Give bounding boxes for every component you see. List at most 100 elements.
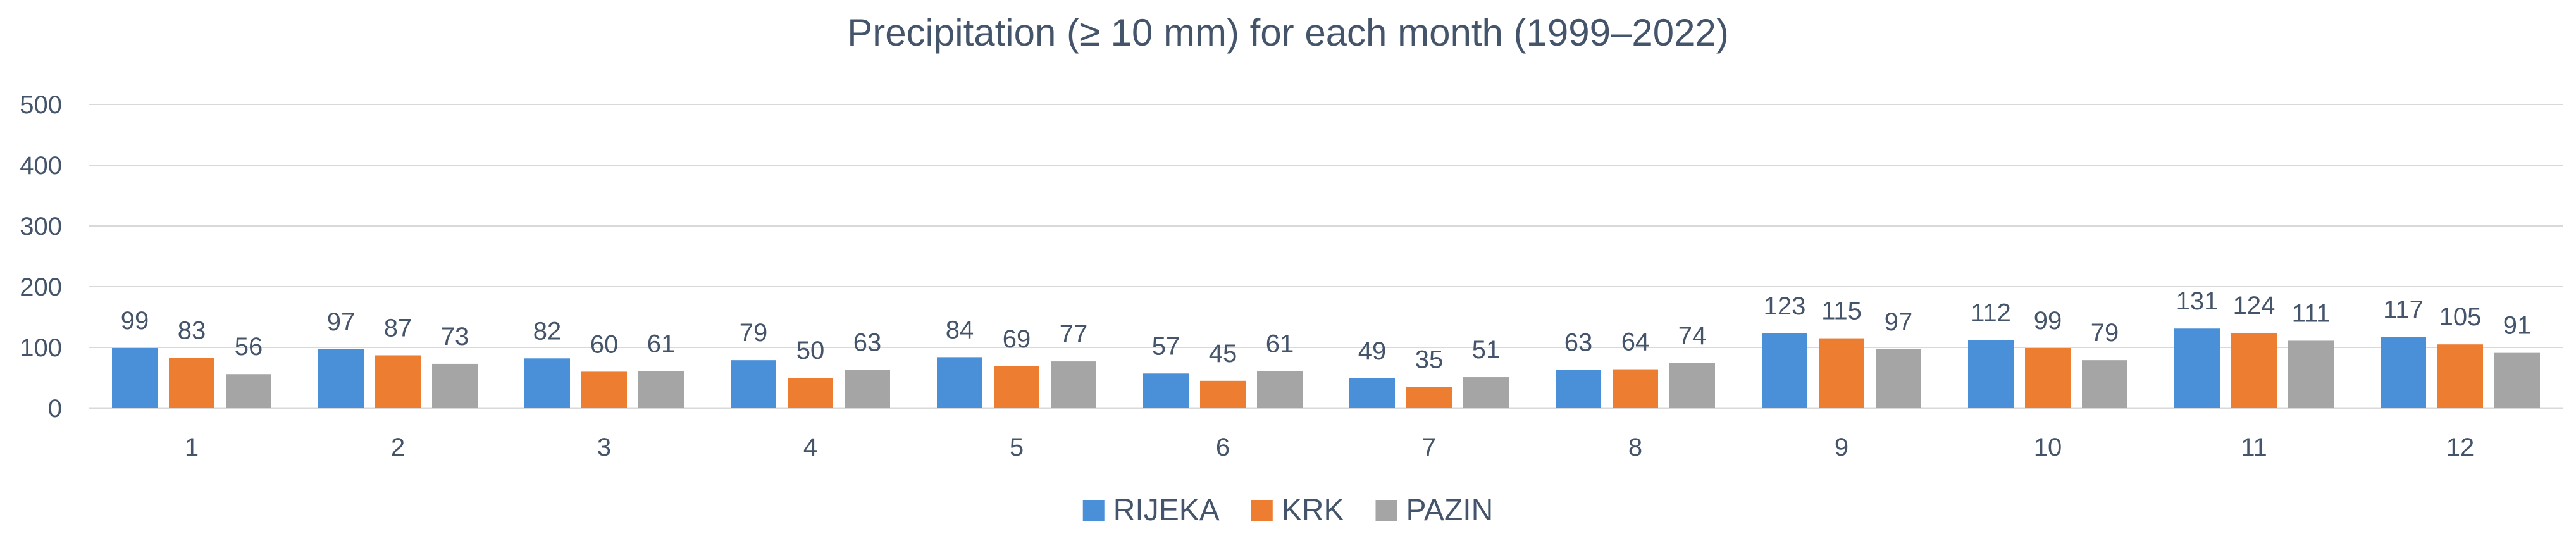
data-label-rijeka: 82 — [533, 317, 562, 345]
bar-pazin — [1257, 371, 1303, 408]
y-tick-label: 0 — [48, 395, 62, 423]
bar-rijeka — [2174, 328, 2220, 408]
bar-krk — [994, 366, 1039, 408]
data-label-krk: 69 — [1003, 325, 1031, 353]
y-axis: 0 100 200 300 400 500 — [20, 91, 62, 423]
x-tick-label: 10 — [2034, 433, 2062, 461]
data-label-krk: 35 — [1415, 346, 1444, 373]
bar-pazin — [2494, 352, 2540, 408]
bar-krk — [169, 358, 214, 408]
chart-title: Precipitation (≥ 10 mm) for each month (… — [847, 11, 1729, 54]
data-label-krk: 60 — [590, 330, 619, 358]
y-tick-label: 100 — [20, 334, 62, 362]
data-label-pazin: 91 — [2503, 312, 2532, 340]
data-label-rijeka: 131 — [2176, 287, 2219, 315]
bar-pazin — [226, 374, 271, 408]
bar-pazin — [845, 370, 890, 408]
legend-item-rijeka: RIJEKA — [1082, 494, 1220, 527]
x-tick-label: 7 — [1422, 433, 1436, 461]
bar-pazin — [638, 371, 684, 408]
data-labels: 99 83 56 97 87 73 82 60 61 79 50 63 84 69 77 57 45 61 49 35… — [121, 287, 2532, 373]
bar-krk — [1406, 387, 1452, 408]
bars — [112, 328, 2540, 408]
bar-krk — [2231, 332, 2277, 408]
bar-krk — [2025, 347, 2071, 408]
data-label-pazin: 79 — [2091, 319, 2119, 347]
data-label-krk: 50 — [796, 337, 825, 364]
x-tick-label: 11 — [2241, 433, 2267, 461]
bar-krk — [375, 355, 421, 408]
data-label-krk: 105 — [2439, 303, 2482, 331]
y-tick-label: 400 — [20, 152, 62, 180]
legend-item-krk: KRK — [1251, 494, 1344, 527]
x-tick-label: 9 — [1835, 433, 1848, 461]
bar-rijeka — [524, 358, 570, 408]
legend-label: KRK — [1282, 494, 1344, 527]
data-label-pazin: 61 — [1266, 330, 1294, 358]
x-axis: 1 2 3 4 5 6 7 8 9 10 11 12 — [185, 433, 2474, 461]
data-label-pazin: 73 — [441, 323, 469, 351]
legend-item-pazin: PAZIN — [1375, 494, 1493, 527]
bar-pazin — [432, 363, 478, 408]
bar-rijeka — [1143, 373, 1189, 408]
data-label-rijeka: 123 — [1764, 292, 1806, 320]
bar-rijeka — [1968, 340, 2014, 408]
data-label-rijeka: 112 — [1971, 299, 2011, 327]
data-label-rijeka: 84 — [946, 316, 974, 344]
bar-krk — [581, 371, 627, 408]
data-label-krk: 45 — [1209, 340, 1237, 368]
data-label-pazin: 111 — [2292, 299, 2331, 327]
data-label-pazin: 77 — [1060, 320, 1088, 348]
x-tick-label: 1 — [185, 433, 199, 461]
bar-rijeka — [112, 347, 158, 408]
data-label-pazin: 56 — [235, 333, 263, 361]
bar-pazin — [2288, 340, 2334, 408]
bar-rijeka — [731, 360, 776, 408]
data-label-krk: 87 — [384, 314, 412, 342]
bar-krk — [1613, 369, 1658, 408]
data-label-pazin: 63 — [853, 329, 882, 357]
y-tick-label: 200 — [20, 273, 62, 301]
data-label-rijeka: 117 — [2383, 296, 2424, 324]
data-label-rijeka: 49 — [1358, 337, 1387, 365]
x-tick-label: 5 — [1010, 433, 1024, 461]
legend-swatch — [1375, 500, 1397, 521]
gridlines — [89, 104, 2563, 409]
data-label-krk: 115 — [1821, 297, 1862, 325]
bar-pazin — [1463, 377, 1509, 408]
data-label-krk: 64 — [1621, 328, 1650, 356]
data-label-rijeka: 99 — [121, 307, 149, 335]
bar-rijeka — [937, 357, 982, 408]
data-label-rijeka: 79 — [740, 319, 768, 347]
bar-rijeka — [1762, 333, 1807, 408]
x-tick-label: 6 — [1216, 433, 1230, 461]
data-label-rijeka: 97 — [327, 308, 356, 336]
legend-label: PAZIN — [1406, 494, 1493, 527]
data-label-krk: 99 — [2034, 307, 2062, 335]
legend-swatch — [1082, 500, 1105, 521]
bar-rijeka — [1349, 378, 1395, 408]
x-tick-label: 2 — [391, 433, 405, 461]
y-tick-label: 500 — [20, 91, 62, 119]
y-tick-label: 300 — [20, 213, 62, 240]
data-label-pazin: 61 — [647, 330, 676, 358]
data-label-pazin: 97 — [1885, 308, 1913, 336]
x-tick-label: 12 — [2446, 433, 2475, 461]
data-label-pazin: 51 — [1472, 336, 1501, 364]
data-label-krk: 124 — [2233, 292, 2276, 320]
x-tick-label: 8 — [1628, 433, 1642, 461]
bar-krk — [788, 378, 833, 408]
bar-pazin — [1051, 361, 1096, 408]
data-label-pazin: 74 — [1678, 322, 1707, 350]
bar-rijeka — [1556, 370, 1601, 408]
bar-pazin — [2082, 360, 2127, 408]
bar-krk — [1819, 338, 1864, 408]
data-label-krk: 83 — [178, 316, 206, 344]
data-label-rijeka: 63 — [1564, 329, 1593, 357]
legend: RIJEKA KRK PAZIN — [1082, 494, 1493, 527]
bar-krk — [1200, 380, 1246, 408]
data-label-rijeka: 57 — [1152, 332, 1180, 360]
bar-krk — [2437, 344, 2483, 408]
